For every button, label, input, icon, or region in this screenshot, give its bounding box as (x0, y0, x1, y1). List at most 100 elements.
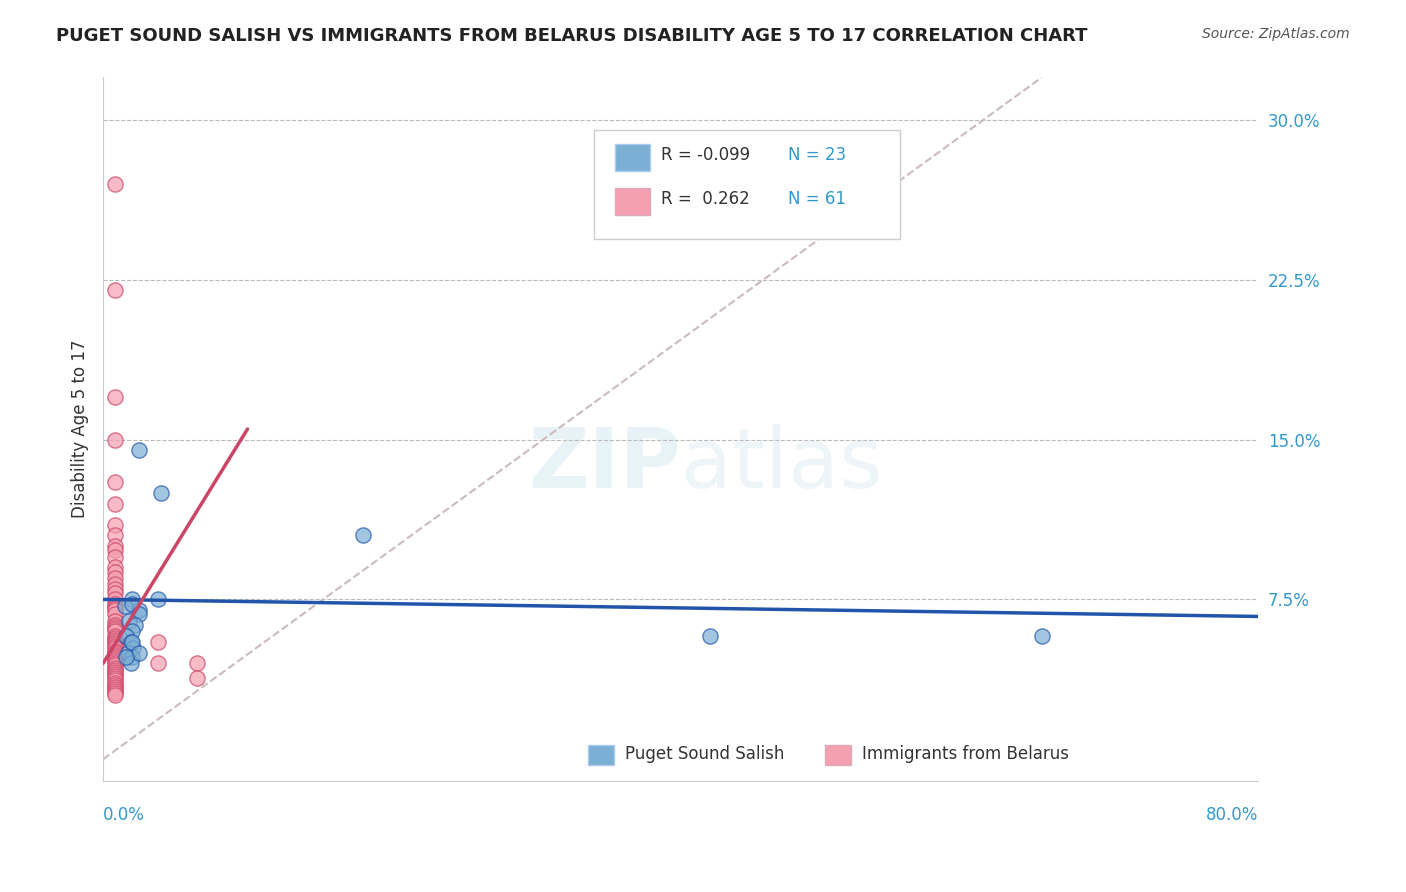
Point (104, 665, 127, 679)
Point (104, 543, 127, 558)
Text: Puget Sound Salish: Puget Sound Salish (626, 746, 785, 764)
Point (118, 614, 141, 628)
Text: N = 23: N = 23 (789, 145, 846, 163)
Point (117, 646, 139, 660)
Point (104, 618, 127, 632)
Point (104, 599, 127, 613)
Bar (614, 188, 650, 215)
Text: Source: ZipAtlas.com: Source: ZipAtlas.com (1202, 27, 1350, 41)
Point (120, 657, 142, 671)
Point (104, 673, 127, 688)
Point (128, 646, 150, 660)
Text: atlas: atlas (681, 424, 883, 505)
Point (121, 635, 143, 649)
Point (104, 177, 127, 191)
Point (104, 528, 127, 542)
Point (104, 648, 127, 662)
Point (104, 597, 127, 611)
Point (104, 582, 127, 596)
Point (121, 624, 143, 639)
Point (104, 684, 127, 698)
Point (104, 641, 127, 656)
Point (104, 686, 127, 700)
Point (104, 620, 127, 634)
Point (104, 497, 127, 511)
Point (104, 681, 127, 696)
Point (104, 629, 127, 643)
Point (104, 624, 127, 639)
Point (104, 675, 127, 690)
Point (186, 671, 208, 685)
Point (1031, 629, 1053, 643)
Point (146, 657, 169, 671)
Point (104, 643, 127, 657)
Point (104, 601, 127, 615)
Point (352, 528, 374, 542)
Point (104, 632, 127, 647)
Point (149, 486, 172, 500)
Text: 0.0%: 0.0% (103, 806, 145, 824)
Bar (588, 746, 614, 765)
Point (128, 607, 150, 622)
Point (104, 549, 127, 564)
Point (104, 517, 127, 532)
Point (104, 614, 127, 628)
Point (146, 635, 169, 649)
Point (124, 618, 146, 632)
Text: ZIP: ZIP (529, 424, 681, 505)
Text: PUGET SOUND SALISH VS IMMIGRANTS FROM BELARUS DISABILITY AGE 5 TO 17 CORRELATION: PUGET SOUND SALISH VS IMMIGRANTS FROM BE… (56, 27, 1088, 45)
Point (104, 433, 127, 447)
Point (128, 443, 150, 458)
Point (104, 603, 127, 617)
Point (114, 599, 136, 613)
Point (104, 660, 127, 674)
Point (104, 571, 127, 585)
Point (104, 577, 127, 591)
Text: R =  0.262: R = 0.262 (661, 190, 749, 208)
Point (104, 658, 127, 673)
Point (104, 652, 127, 666)
Point (104, 657, 127, 671)
Point (104, 635, 127, 649)
Point (104, 586, 127, 600)
Point (104, 678, 127, 692)
Point (104, 688, 127, 702)
Point (128, 603, 150, 617)
Point (115, 649, 138, 664)
Point (104, 669, 127, 683)
Text: 80.0%: 80.0% (1206, 806, 1258, 824)
Point (122, 641, 145, 656)
FancyBboxPatch shape (595, 130, 900, 239)
Point (104, 654, 127, 668)
Text: Immigrants from Belarus: Immigrants from Belarus (862, 746, 1069, 764)
Point (104, 667, 127, 681)
Point (104, 475, 127, 490)
Point (120, 635, 142, 649)
Point (121, 592, 143, 607)
Point (104, 539, 127, 553)
Point (104, 637, 127, 651)
Point (104, 640, 127, 654)
Point (146, 592, 169, 607)
Bar (825, 746, 851, 765)
Point (104, 607, 127, 622)
Point (104, 649, 127, 664)
Point (104, 663, 127, 677)
Point (186, 657, 208, 671)
Point (104, 671, 127, 685)
Point (121, 649, 143, 664)
Point (104, 680, 127, 694)
Point (104, 284, 127, 298)
Point (104, 592, 127, 607)
Point (104, 631, 127, 645)
Y-axis label: Disability Age 5 to 17: Disability Age 5 to 17 (72, 340, 89, 518)
Bar (614, 145, 650, 171)
Point (104, 390, 127, 404)
Point (115, 629, 138, 643)
Point (104, 646, 127, 660)
Text: R = -0.099: R = -0.099 (661, 145, 751, 163)
Point (121, 597, 143, 611)
Point (104, 560, 127, 574)
Text: N = 61: N = 61 (789, 190, 846, 208)
Point (104, 622, 127, 636)
